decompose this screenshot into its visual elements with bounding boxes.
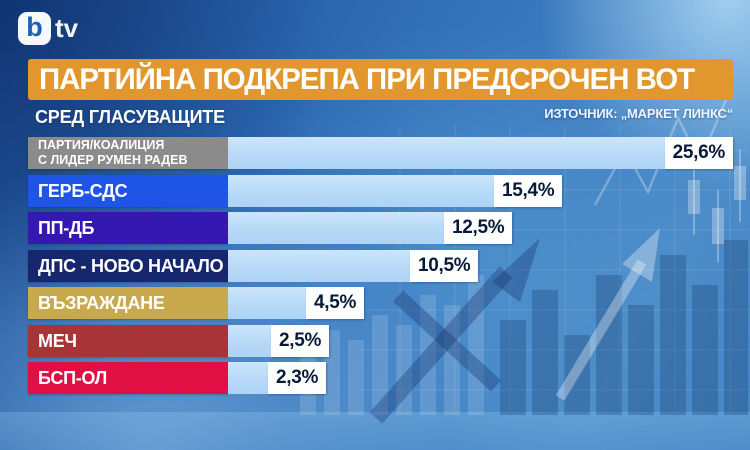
party-label: МЕЧ <box>28 324 228 357</box>
table-row: ПАРТИЯ/КОАЛИЦИЯ С ЛИДЕР РУМЕН РАДЕВ 25,6… <box>28 137 733 169</box>
party-label: ДПС - НОВО НАЧАЛО <box>28 249 228 282</box>
value-label: 2,3% <box>268 362 327 394</box>
party-label: ПП-ДБ <box>28 212 228 244</box>
party-name-line1: ПАРТИЯ/КОАЛИЦИЯ <box>38 138 165 152</box>
party-name-line1: ВЪЗРАЖДАНЕ <box>38 293 165 313</box>
party-name-line2: С ЛИДЕР РУМЕН РАДЕВ <box>38 153 188 167</box>
dark-trend-arrow-art <box>369 238 540 424</box>
source-credit: ИЗТОЧНИК: „МАРКЕТ ЛИНКС“ <box>544 106 733 121</box>
bar <box>228 212 444 244</box>
value-label: 25,6% <box>664 137 733 169</box>
table-row: ГЕРБ-СДС 15,4% <box>28 174 733 207</box>
party-name-line1: ГЕРБ-СДС <box>38 180 128 201</box>
table-row: БСП-ОЛ 2,3% <box>28 362 733 394</box>
bar <box>228 249 410 282</box>
bar <box>228 362 268 394</box>
table-row: МЕЧ 2,5% <box>28 324 733 357</box>
skyline-bars-art <box>500 240 748 415</box>
value-label: 15,4% <box>494 174 563 207</box>
chart-subtitle: СРЕД ГЛАСУВАЩИТЕ <box>35 107 225 127</box>
party-label: БСП-ОЛ <box>28 362 228 394</box>
btv-logo: b tv <box>18 12 78 45</box>
candlesticks-art <box>688 150 746 262</box>
btv-logo-tv-letters: tv <box>55 13 79 43</box>
column-bars-art <box>300 275 484 415</box>
white-trend-arrow-art <box>555 228 660 401</box>
party-name-line1: ДПС - НОВО НАЧАЛО <box>38 255 224 276</box>
table-row: ВЪЗРАЖДАНЕ 4,5% <box>28 287 733 319</box>
value-label: 12,5% <box>444 212 513 244</box>
background-bottom-band <box>0 412 750 450</box>
bar-chart: ПАРТИЯ/КОАЛИЦИЯ С ЛИДЕР РУМЕН РАДЕВ 25,6… <box>28 137 733 400</box>
page-title: ПАРТИЙНА ПОДКРЕПА ПРИ ПРЕДСРОЧЕН ВОТ <box>39 62 695 96</box>
value-label: 10,5% <box>410 249 479 282</box>
party-label: ВЪЗРАЖДАНЕ <box>28 287 228 319</box>
bar <box>228 287 306 319</box>
party-label: ГЕРБ-СДС <box>28 174 228 207</box>
value-label: 2,5% <box>271 324 330 357</box>
value-label: 4,5% <box>306 287 365 319</box>
table-row: ПП-ДБ 12,5% <box>28 212 733 244</box>
party-label: ПАРТИЯ/КОАЛИЦИЯ С ЛИДЕР РУМЕН РАДЕВ <box>28 137 228 169</box>
party-name-line1: МЕЧ <box>38 330 77 351</box>
bar <box>228 174 494 207</box>
btv-logo-b-letter: b <box>26 11 43 42</box>
btv-logo-icon: b <box>18 12 51 45</box>
party-name-line1: БСП-ОЛ <box>38 368 108 388</box>
bar <box>228 324 271 357</box>
table-row: ДПС - НОВО НАЧАЛО 10,5% <box>28 249 733 282</box>
title-banner: ПАРТИЙНА ПОДКРЕПА ПРИ ПРЕДСРОЧЕН ВОТ <box>28 59 733 100</box>
party-name-line1: ПП-ДБ <box>38 218 95 238</box>
bar <box>228 137 665 169</box>
